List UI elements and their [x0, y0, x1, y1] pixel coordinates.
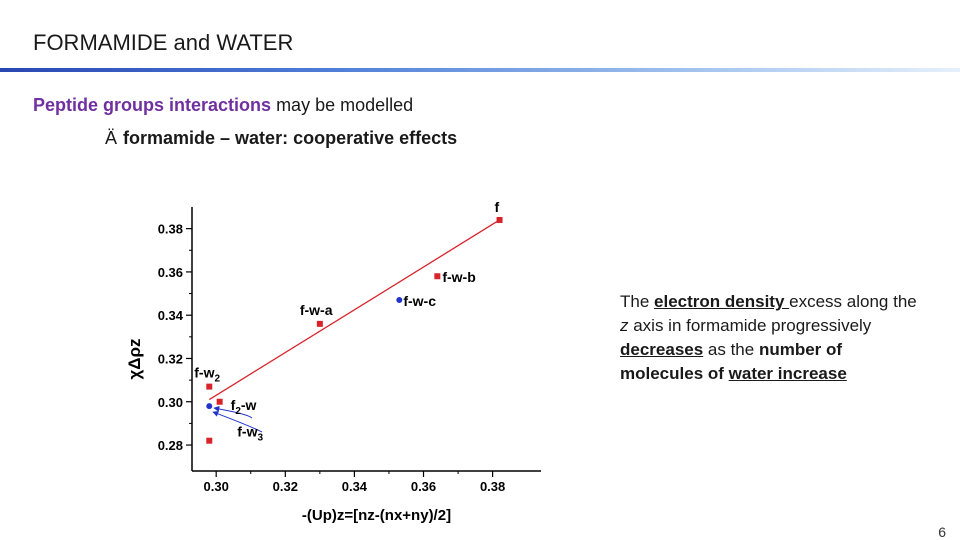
point-label-sub: 2 [235, 406, 241, 417]
bullet-text: formamide – water: cooperative effects [123, 128, 458, 148]
chart-axes [191, 207, 541, 472]
y-tick-label: 0.38 [158, 222, 183, 237]
point-label: f-w-c [403, 293, 436, 309]
x-tick-label: 0.30 [204, 479, 229, 494]
chart-points [206, 216, 503, 444]
point-label-base: f-w [194, 365, 214, 381]
point-label: f-w-b [442, 269, 475, 285]
data-point [434, 273, 441, 280]
y-tick-label: 0.36 [158, 265, 183, 280]
data-point [316, 320, 323, 327]
data-point [216, 398, 223, 405]
point-label-sub: 2 [214, 374, 220, 385]
note-number-of: number of molecules of [620, 340, 843, 383]
point-label: f-w2 [194, 365, 220, 385]
point-label: f2-w [231, 397, 257, 417]
note-water-increase: water increase [728, 364, 847, 383]
data-point [496, 216, 503, 223]
note-decreases: decreases [620, 340, 704, 359]
fit-line-group [208, 219, 500, 401]
point-label-sub: 3 [257, 433, 263, 444]
chart-axis-titles: -(Up)z=[nz-(nx+ny)/2] χΔρz [125, 338, 451, 524]
y-tick-label: 0.30 [158, 395, 183, 410]
x-tick-label: 0.36 [411, 479, 436, 494]
data-point [206, 403, 213, 410]
intro-rest: may be modelled [276, 95, 414, 115]
point-label-base: f-w [237, 424, 257, 440]
x-tick-label: 0.32 [273, 479, 298, 494]
annotation-note: The electron density excess along the z … [620, 290, 920, 386]
intro-accent: Peptide groups interactions [33, 95, 272, 115]
data-point [206, 437, 213, 444]
note-t7: as the [703, 340, 759, 359]
chart-ticks: 0.30 0.32 0.34 0.36 0.38 0.28 0.30 0.32 0.34 0.36… [158, 222, 506, 494]
point-label-tail: -w [241, 397, 257, 413]
point-label: f-w3 [237, 424, 263, 444]
note-z: z [620, 316, 629, 335]
x-axis-title: -(Up)z=[nz-(nx+ny)/2] [302, 507, 451, 524]
y-axis-title: χΔρz [125, 338, 144, 379]
point-label: f [495, 199, 500, 215]
arrow-f-w3 [212, 411, 263, 433]
arrow-f2-w [213, 405, 253, 419]
y-tick-label: 0.32 [158, 351, 183, 366]
y-tick-label: 0.34 [158, 308, 184, 323]
point-label: f-w-a [300, 302, 333, 318]
note-electron-density: electron density [654, 292, 790, 311]
annotation-arrows [212, 405, 263, 433]
note-t5: axis in formamide progressively [628, 316, 872, 335]
fit-line [208, 219, 500, 401]
point-label-base: f [231, 397, 236, 413]
page-number: 6 [938, 524, 946, 540]
note-t3: excess along the [789, 292, 917, 311]
y-tick-label: 0.28 [158, 438, 183, 453]
arrow-icon: Ä [105, 128, 118, 148]
note-t1: The [620, 292, 655, 311]
page-title: FORMAMIDE and WATER [33, 30, 294, 55]
x-tick-label: 0.34 [342, 479, 368, 494]
data-point [396, 297, 403, 304]
title-divider [0, 68, 960, 72]
data-point [206, 383, 213, 390]
intro-line: Peptide groups interactions may be model… [33, 95, 413, 116]
x-tick-label: 0.38 [480, 479, 505, 494]
